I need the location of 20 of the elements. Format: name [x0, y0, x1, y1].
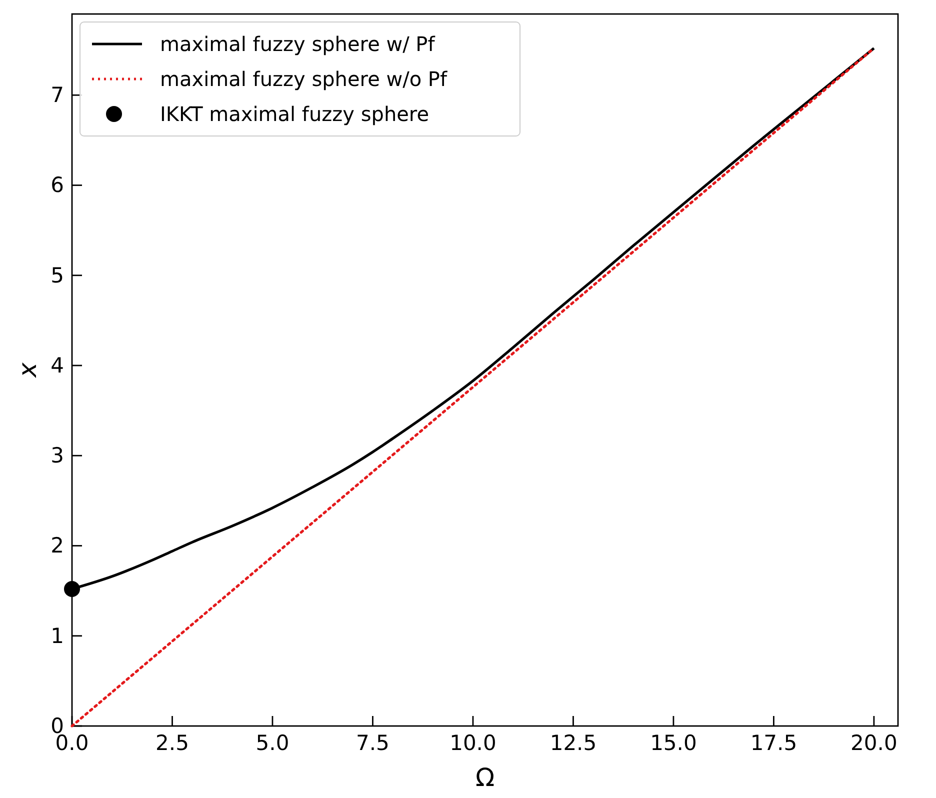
y-tick-label: 5 [50, 263, 64, 288]
x-axis-title: Ω [475, 763, 495, 792]
x-tick-label: 17.5 [750, 731, 798, 755]
x-tick-label: 2.5 [156, 731, 189, 755]
x-tick-label: 7.5 [356, 731, 390, 755]
y-tick-label: 6 [50, 173, 64, 198]
x-tick-label: 5.0 [256, 731, 290, 755]
x-tick-label: 12.5 [550, 731, 597, 755]
y-axis-title: x [13, 362, 42, 378]
y-tick-label: 3 [50, 444, 64, 468]
x-tick-label: 20.0 [850, 731, 898, 755]
x-tick-label: 15.0 [650, 731, 697, 755]
legend-label: maximal fuzzy sphere w/o Pf [160, 67, 448, 91]
y-tick-label: 2 [50, 534, 64, 558]
legend-label: IKKT maximal fuzzy sphere [160, 102, 430, 126]
y-tick-label: 1 [50, 624, 64, 648]
x-tick-label: 10.0 [450, 731, 496, 755]
legend-label: maximal fuzzy sphere w/ Pf [160, 32, 436, 56]
y-tick-label: 4 [50, 353, 64, 378]
y-tick-label: 7 [50, 83, 64, 108]
